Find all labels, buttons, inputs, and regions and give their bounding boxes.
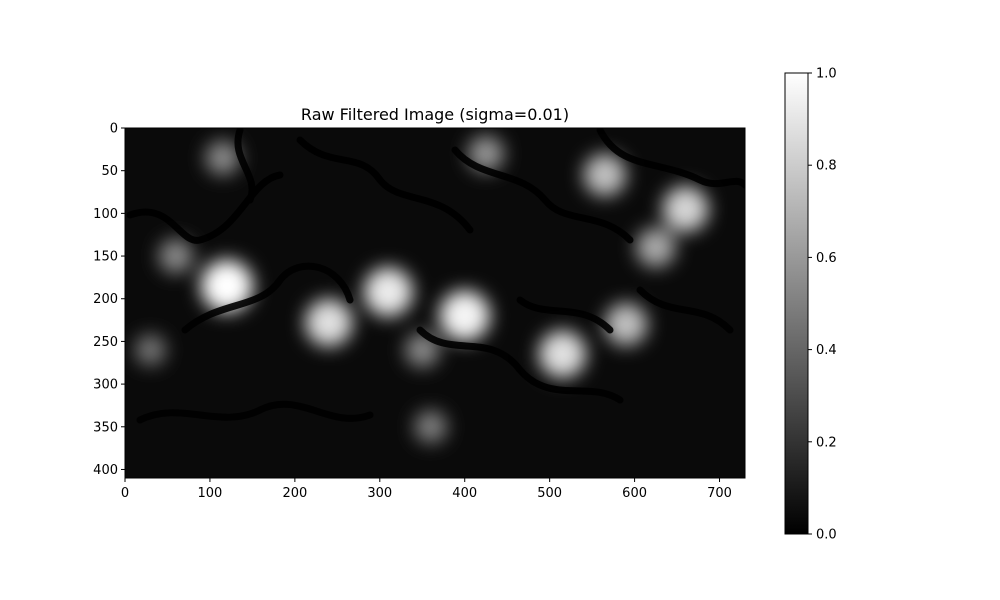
x-tick-label: 100 [198, 486, 223, 501]
colorbar-gradient [784, 72, 809, 535]
colorbar: 0.0 0.2 0.4 0.6 0.8 1.0 [784, 67, 837, 543]
y-tick-label: 300 [93, 378, 118, 393]
heatmap-bright-spot [636, 227, 676, 268]
heatmap-bright-spot [205, 140, 240, 176]
dark-ridge [596, 128, 745, 189]
x-tick-label: 700 [707, 486, 732, 501]
y-tick-label: 350 [93, 420, 118, 435]
colorbar-tick-label: 0.8 [816, 159, 837, 174]
y-tick-label: 400 [93, 463, 118, 478]
heatmap-bright-spot [583, 153, 627, 197]
colorbar-tick-label: 0.0 [816, 528, 837, 543]
y-axis: 0 50 100 150 200 250 300 350 400 [93, 122, 125, 478]
x-tick-label: 300 [367, 486, 392, 501]
y-tick-label: 100 [93, 207, 118, 222]
x-tick-label: 400 [452, 486, 477, 501]
x-axis: 0 100 200 300 400 500 600 700 [121, 478, 732, 501]
heatmap-bright-spot [467, 135, 504, 172]
chart-title: Raw Filtered Image (sigma=0.01) [301, 105, 569, 124]
x-tick-label: 500 [537, 486, 562, 501]
colorbar-tick-label: 0.2 [816, 435, 837, 450]
heatmap-bright-spot [363, 267, 413, 317]
x-tick-label: 600 [622, 486, 647, 501]
heatmap-bright-spot [439, 290, 490, 342]
dark-ridge [416, 326, 624, 404]
x-tick-label: 200 [282, 486, 307, 501]
dark-ridge [126, 171, 284, 244]
heatmap-intensity-layer [134, 135, 709, 444]
heatmap-plot-area [124, 127, 746, 479]
y-tick-label: 250 [93, 335, 118, 350]
dark-ridge [516, 296, 614, 334]
colorbar-ticks: 0.0 0.2 0.4 0.6 0.8 1.0 [808, 67, 837, 543]
heatmap-bright-spot [538, 330, 586, 378]
dark-ridge [451, 146, 634, 244]
dark-ridge [636, 286, 734, 334]
y-tick-label: 200 [93, 292, 118, 307]
dark-ridge [136, 400, 374, 424]
plot-frame [124, 127, 746, 479]
dark-ridge [181, 262, 354, 334]
y-tick-label: 150 [93, 250, 118, 265]
colorbar-tick-label: 0.4 [816, 343, 837, 358]
heatmap-bright-spot [200, 259, 253, 312]
y-tick-label: 50 [101, 164, 118, 179]
heatmap-bright-spot [158, 238, 194, 274]
x-tick-label: 0 [121, 486, 129, 501]
y-tick-label: 0 [110, 122, 118, 137]
dark-ridge [234, 128, 256, 204]
heatmap-bright-spot [662, 186, 709, 232]
heatmap-bright-spot [305, 299, 353, 347]
heatmap-bright-spot [604, 303, 648, 346]
colorbar-tick-label: 0.6 [816, 251, 837, 266]
dark-ridge [296, 136, 474, 234]
heatmap-bright-spot [414, 410, 448, 444]
heatmap-dark-ridges [126, 128, 745, 424]
heatmap-bright-spot [134, 334, 167, 366]
colorbar-tick-label: 1.0 [816, 67, 837, 82]
